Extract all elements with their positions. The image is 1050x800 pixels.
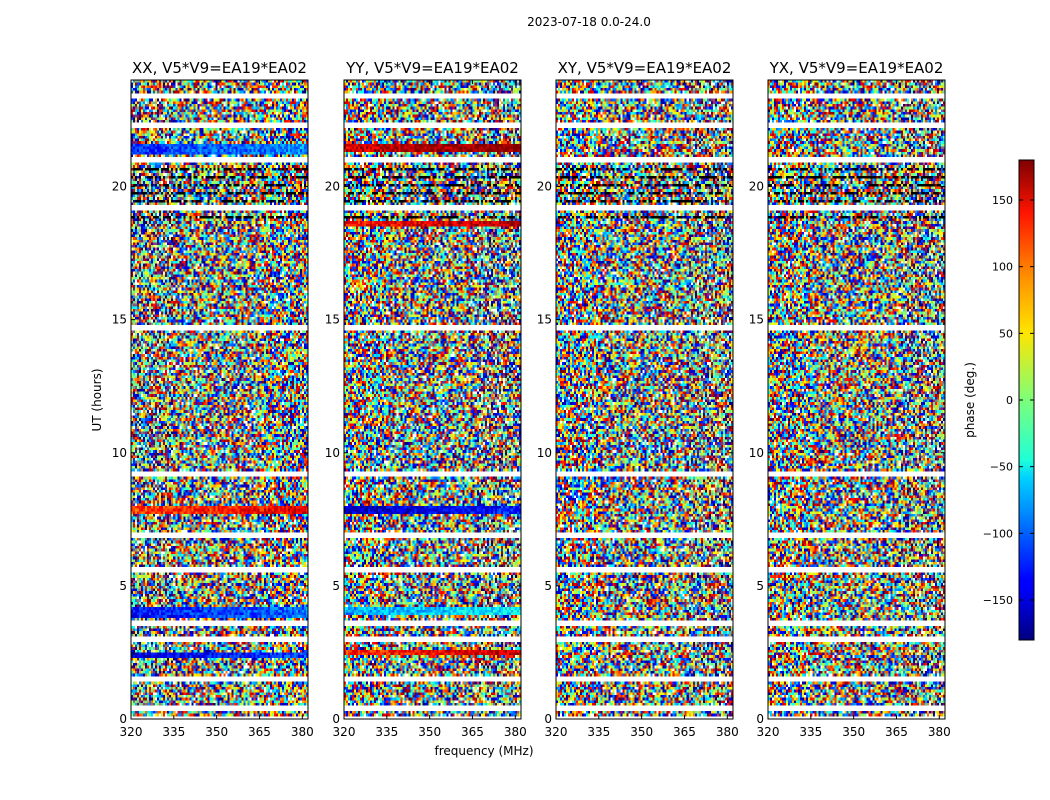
y-tick-label: 5 — [756, 579, 764, 593]
panel-title: YY, V5*V9=EA19*EA02 — [345, 59, 519, 77]
x-tick-label: 380 — [716, 725, 739, 739]
phase-heatmap — [556, 80, 733, 719]
axes-frame — [767, 79, 946, 720]
y-tick-label: 5 — [119, 579, 127, 593]
colorbar-tick-label: −50 — [990, 461, 1013, 474]
x-tick-label: 350 — [205, 725, 228, 739]
x-tick-label: 335 — [162, 725, 185, 739]
x-tick-label: 335 — [375, 725, 398, 739]
panel-title: YX, V5*V9=EA19*EA02 — [769, 59, 944, 77]
x-tick-label: 350 — [842, 725, 865, 739]
x-tick-label: 320 — [545, 725, 568, 739]
y-tick-label: 10 — [112, 446, 127, 460]
x-tick-label: 365 — [673, 725, 696, 739]
colorbar-tick-label: 0 — [1006, 394, 1013, 407]
axes-frame — [343, 79, 522, 720]
y-tick-label: 5 — [544, 579, 552, 593]
y-tick-label: 15 — [112, 313, 127, 327]
y-tick-label: 10 — [537, 446, 552, 460]
y-tick-label: 15 — [325, 313, 340, 327]
panel-title: XX, V5*V9=EA19*EA02 — [132, 59, 307, 77]
panel-xy: XY, V5*V9=EA19*EA02 320 335 350 365 380 0 5 10 15… — [537, 59, 739, 739]
y-tick-label: 20 — [112, 180, 127, 194]
colorbar-tick-label: 100 — [992, 261, 1013, 274]
colorbar-label: phase (deg.) — [963, 362, 977, 438]
y-tick-label: 5 — [332, 579, 340, 593]
x-tick-label: 380 — [291, 725, 314, 739]
colorbar-tick-label: 50 — [999, 327, 1013, 340]
x-tick-label: 350 — [418, 725, 441, 739]
x-tick-label: 320 — [757, 725, 780, 739]
panel-yy: YY, V5*V9=EA19*EA02 320 335 350 365 380 0 5 10 15… — [325, 59, 527, 739]
x-axis-label: frequency (MHz) — [434, 744, 533, 758]
y-axis-label: UT (hours) — [90, 368, 104, 431]
x-tick-label: 335 — [799, 725, 822, 739]
y-tick-label: 0 — [756, 712, 764, 726]
y-tick-label: 20 — [537, 180, 552, 194]
phase-heatmap — [131, 80, 308, 719]
colorbar-tick-label: −150 — [983, 594, 1013, 607]
y-tick-label: 20 — [325, 180, 340, 194]
y-tick-label: 10 — [325, 446, 340, 460]
panel-title: XY, V5*V9=EA19*EA02 — [558, 59, 732, 77]
phase-heatmap — [768, 80, 945, 719]
x-tick-label: 380 — [504, 725, 527, 739]
x-tick-label: 365 — [248, 725, 271, 739]
figure-title: 2023-07-18 0.0-24.0 — [527, 15, 651, 29]
x-tick-label: 320 — [333, 725, 356, 739]
colorbar-tick-label: 150 — [992, 194, 1013, 207]
x-tick-label: 335 — [587, 725, 610, 739]
x-tick-label: 380 — [928, 725, 951, 739]
y-tick-label: 20 — [749, 180, 764, 194]
x-tick-label: 365 — [461, 725, 484, 739]
x-tick-label: 365 — [885, 725, 908, 739]
panel-yx: YX, V5*V9=EA19*EA02 320 335 350 365 380 0 5 10 15… — [749, 59, 951, 739]
y-tick-label: 15 — [749, 313, 764, 327]
y-tick-label: 0 — [119, 712, 127, 726]
y-tick-label: 0 — [332, 712, 340, 726]
y-tick-label: 15 — [537, 313, 552, 327]
axes-frame — [130, 79, 309, 720]
y-tick-label: 0 — [544, 712, 552, 726]
y-tick-label: 10 — [749, 446, 764, 460]
colorbar-tick-label: −100 — [983, 527, 1013, 540]
colorbar: −150 −100 −50 0 50 100 150 phase (deg.) — [963, 159, 1035, 641]
x-tick-label: 320 — [120, 725, 143, 739]
axes-frame — [555, 79, 734, 720]
panel-xx: XX, V5*V9=EA19*EA02 320 335 350 365 380 0 5 10 15… — [112, 59, 314, 739]
x-tick-label: 350 — [630, 725, 653, 739]
phase-heatmap — [344, 80, 521, 719]
